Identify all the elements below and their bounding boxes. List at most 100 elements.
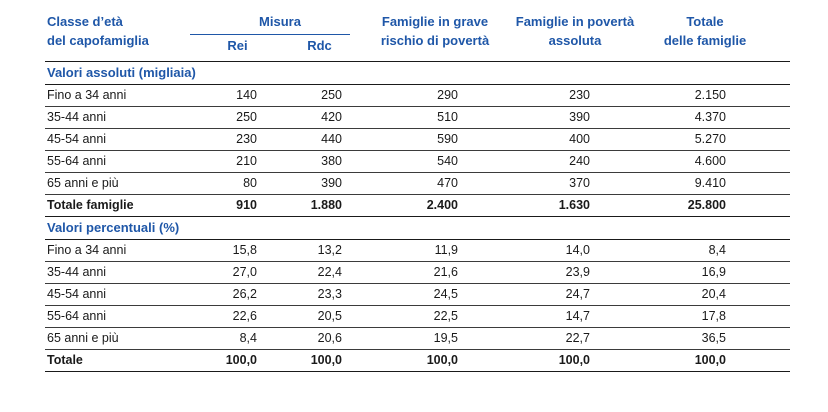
table-cell: 14,7 <box>470 305 600 328</box>
col-header-totale-line2: delle famiglie <box>663 32 747 48</box>
table-cell: 230 <box>190 128 265 151</box>
col-header-rdc: Rdc <box>265 34 350 62</box>
table-cell: 22,5 <box>350 305 470 328</box>
row-label: 45-54 anni <box>45 128 190 151</box>
col-header-age-class-line1: Classe d’età <box>47 14 123 29</box>
row-label: 55-64 anni <box>45 150 190 173</box>
row-label: Totale <box>45 349 190 372</box>
col-header-age-class: Classe d’età del capofamiglia <box>45 10 190 62</box>
col-header-assoluta-line1: Famiglie in povertà <box>515 14 635 29</box>
table-cell: 4.370 <box>600 106 790 129</box>
table-cell: 20,6 <box>265 327 350 350</box>
table-cell: 24,5 <box>350 283 470 306</box>
section-title: Valori percentuali (%) <box>45 216 790 240</box>
table-cell: 390 <box>470 106 600 129</box>
row-label: 55-64 anni <box>45 305 190 328</box>
section-valori-assoluti: Valori assoluti (migliaia) Fino a 34 ann… <box>45 61 790 217</box>
col-header-age-class-line2: del capofamiglia <box>47 32 149 48</box>
table-row: 65 anni e più 80 390 470 370 9.410 <box>45 172 790 195</box>
table-row: 65 anni e più 8,4 20,6 19,5 22,7 36,5 <box>45 327 790 350</box>
table-cell: 25.800 <box>600 194 790 217</box>
section-valori-percentuali: Valori percentuali (%) Fino a 34 anni 15,… <box>45 216 790 372</box>
col-header-assoluta-line2: assoluta <box>548 32 602 48</box>
col-header-totale-famiglie: Totale delle famiglie <box>600 10 790 62</box>
table-cell: 13,2 <box>265 239 350 262</box>
table-cell: 910 <box>190 194 265 217</box>
table-cell: 590 <box>350 128 470 151</box>
table-row: Totale 100,0 100,0 100,0 100,0 100,0 <box>45 349 790 372</box>
table-cell: 290 <box>350 84 470 107</box>
table-cell: 540 <box>350 150 470 173</box>
col-header-poverta-assoluta: Famiglie in povertà assoluta <box>470 10 634 62</box>
table-cell: 8,4 <box>190 327 265 350</box>
table-cell: 24,7 <box>470 283 600 306</box>
table-cell: 420 <box>265 106 350 129</box>
row-label: Totale famiglie <box>45 194 190 217</box>
col-header-grave-line1: Famiglie in grave <box>381 14 489 29</box>
table-cell: 510 <box>350 106 470 129</box>
section-title: Valori assoluti (migliaia) <box>45 61 790 85</box>
col-header-grave-rischio: Famiglie in grave rischio di povertà <box>350 10 489 62</box>
table-cell: 470 <box>350 172 470 195</box>
table-cell: 250 <box>190 106 265 129</box>
table-cell: 8,4 <box>600 239 790 262</box>
table-row: Totale famiglie 910 1.880 2.400 1.630 25.800 <box>45 194 790 217</box>
col-header-misura: Misura <box>190 10 350 35</box>
table-cell: 240 <box>470 150 600 173</box>
table-cell: 23,3 <box>265 283 350 306</box>
col-header-rdc-label: Rdc <box>307 37 332 53</box>
table-cell: 390 <box>265 172 350 195</box>
table-cell: 100,0 <box>190 349 265 372</box>
row-label: 45-54 anni <box>45 283 190 306</box>
table-cell: 1.630 <box>470 194 600 217</box>
section-title-row: Valori assoluti (migliaia) <box>45 61 790 85</box>
row-label: 35-44 anni <box>45 106 190 129</box>
table-cell: 20,5 <box>265 305 350 328</box>
table-row: 35-44 anni 27,0 22,4 21,6 23,9 16,9 <box>45 261 790 284</box>
row-label: 65 anni e più <box>45 327 190 350</box>
table-cell: 21,6 <box>350 261 470 284</box>
table-row: Fino a 34 anni 140 250 290 230 2.150 <box>45 84 790 107</box>
header-row-1: Classe d’età del capofamiglia Misura Fam… <box>45 10 790 62</box>
table-cell: 100,0 <box>350 349 470 372</box>
row-label: 65 anni e più <box>45 172 190 195</box>
table-cell: 15,8 <box>190 239 265 262</box>
header-row-2: Rei Rdc <box>45 34 790 62</box>
table-cell: 16,9 <box>600 261 790 284</box>
table-cell: 22,7 <box>470 327 600 350</box>
table-row: 45-54 anni 26,2 23,3 24,5 24,7 20,4 <box>45 283 790 306</box>
table-cell: 2.150 <box>600 84 790 107</box>
table-row: 55-64 anni 210 380 540 240 4.600 <box>45 150 790 173</box>
row-label: Fino a 34 anni <box>45 239 190 262</box>
table-cell: 210 <box>190 150 265 173</box>
table-cell: 14,0 <box>470 239 600 262</box>
table-cell: 100,0 <box>265 349 350 372</box>
table-cell: 400 <box>470 128 600 151</box>
col-header-totale-line1: Totale <box>686 14 724 29</box>
table-cell: 100,0 <box>470 349 600 372</box>
col-header-grave-line2: rischio di povertà <box>380 32 490 48</box>
table-cell: 1.880 <box>265 194 350 217</box>
table-cell: 9.410 <box>600 172 790 195</box>
table-cell: 4.600 <box>600 150 790 173</box>
row-label: Fino a 34 anni <box>45 84 190 107</box>
table-cell: 250 <box>265 84 350 107</box>
table-cell: 380 <box>265 150 350 173</box>
table-cell: 36,5 <box>600 327 790 350</box>
table-cell: 2.400 <box>350 194 470 217</box>
table-cell: 230 <box>470 84 600 107</box>
col-header-rei: Rei <box>190 34 265 62</box>
table-row: 55-64 anni 22,6 20,5 22,5 14,7 17,8 <box>45 305 790 328</box>
table-row: Fino a 34 anni 15,8 13,2 11,9 14,0 8,4 <box>45 239 790 262</box>
table-cell: 11,9 <box>350 239 470 262</box>
table-cell: 26,2 <box>190 283 265 306</box>
table-cell: 22,6 <box>190 305 265 328</box>
table-cell: 5.270 <box>600 128 790 151</box>
poverty-by-age-table: Classe d’età del capofamiglia Misura Fam… <box>45 10 790 372</box>
table-cell: 80 <box>190 172 265 195</box>
col-header-misura-label: Misura <box>259 14 301 29</box>
table-cell: 17,8 <box>600 305 790 328</box>
table-cell: 27,0 <box>190 261 265 284</box>
table-cell: 440 <box>265 128 350 151</box>
